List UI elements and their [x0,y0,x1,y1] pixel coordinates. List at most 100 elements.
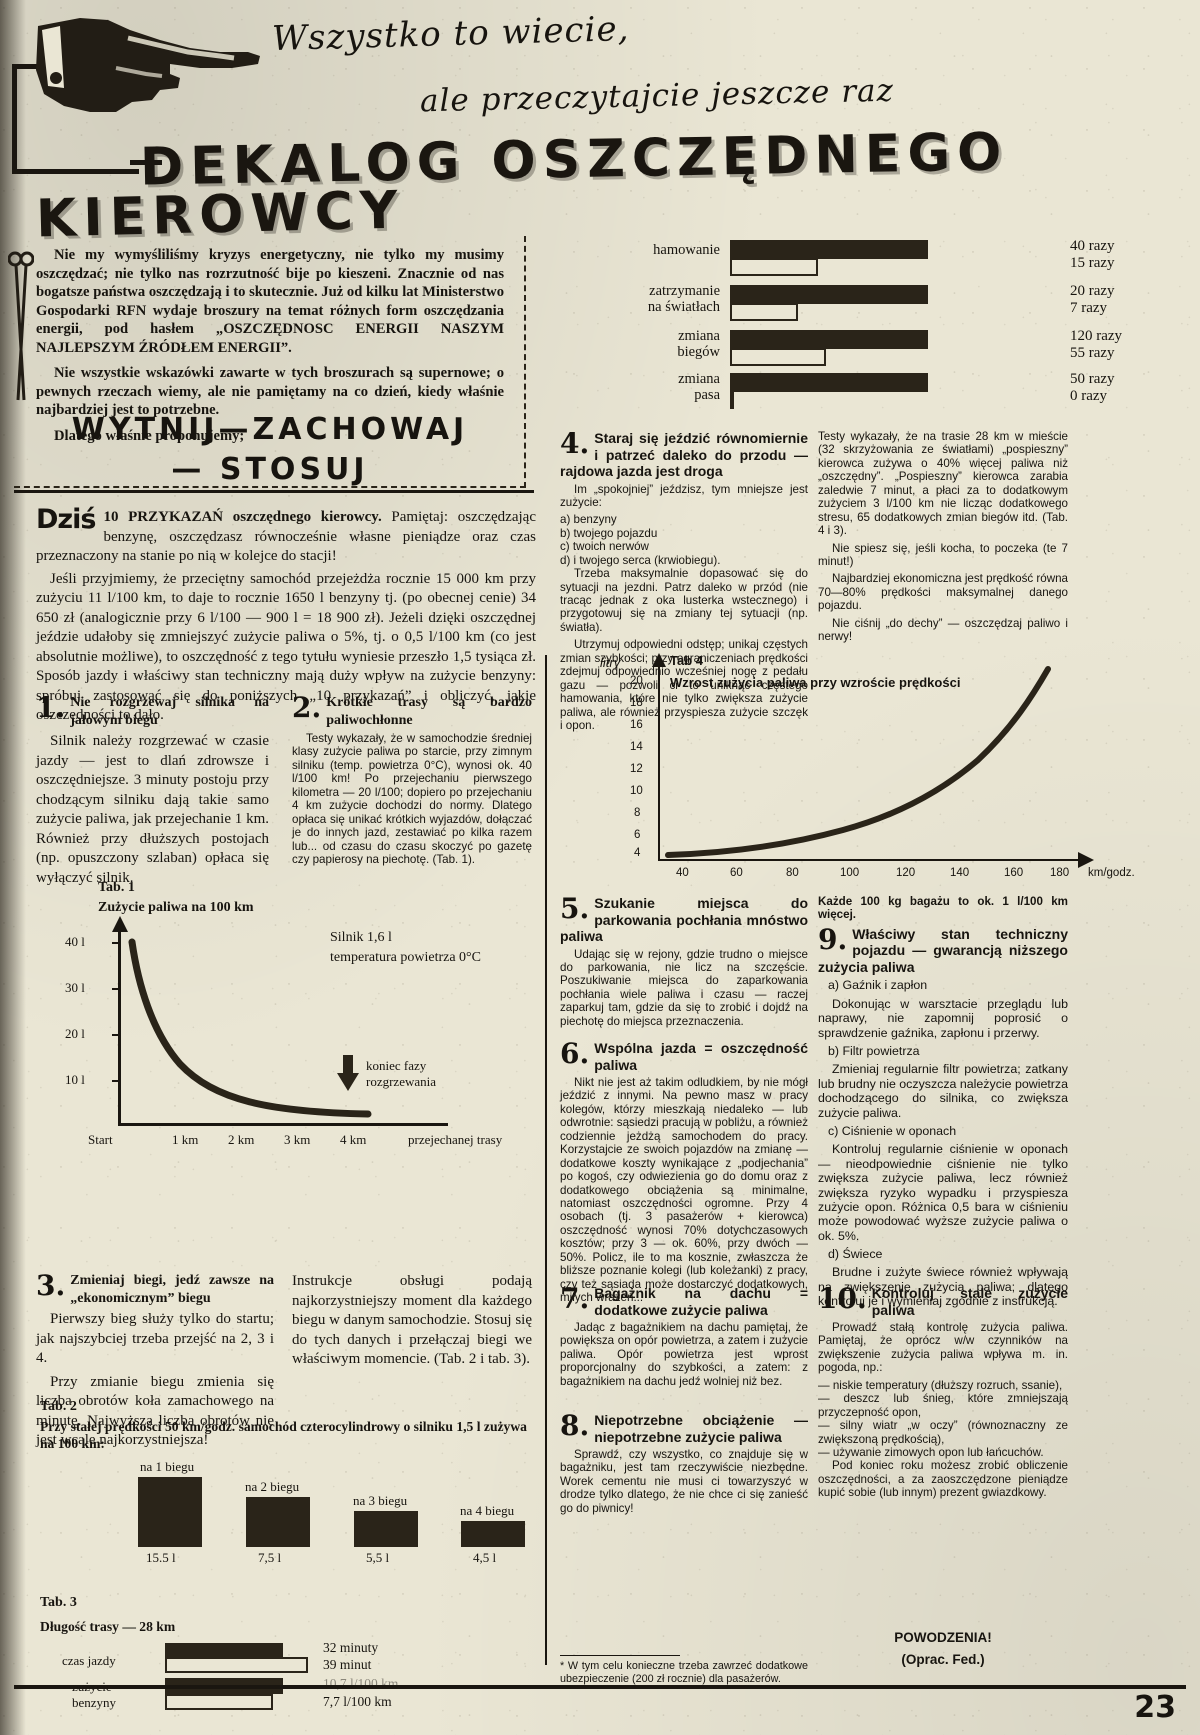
tab4-y-arrow [652,653,666,667]
tab1-y-axis [118,928,121,1125]
bar-outline [730,391,734,409]
commandment-body: Udając się w rejony, gdzie trudno o miej… [560,947,808,1028]
intro-paragraph-2: Nie wszystkie wskazówki zawarte w tych b… [36,365,504,419]
commandment-10-list: — niskie temperatury (dłuższy rozruch, s… [818,1379,1068,1460]
tab2-category-label: na 4 biegu [460,1503,515,1518]
tab4-xtick-label: 80 [786,867,799,879]
tab1-ytick-label: 10 l [65,1072,85,1087]
commandment-4: 4. Staraj się jeździć równomiernie i pat… [560,430,808,736]
commandment-body: Nikt nie jest aż takim odludkiem, by nie… [560,1076,808,1305]
tab4-y-axis [658,665,660,860]
tab2-chart: Tab. 2 Przy stałej prędkości 50 km/godz.… [40,1399,540,1580]
commandment-number: 6. [560,1040,590,1070]
tab1-y-arrow [112,916,128,932]
tab2-value-label: 15.5 l [146,1550,176,1565]
chart-row-values: 50 razy 0 razy [1070,371,1115,405]
tab1-ytick [112,942,121,944]
commandment-title: Bagażnik na dachu = dodatkowe zużycie pa… [594,1285,808,1318]
sub-body-c: Kontroluj regularnie ciśnienie w oponach… [818,1142,1068,1243]
tab1-annotation-temp: temperatura powietrza 0°C [330,950,481,965]
dropcap-dzis: Dziś [36,504,96,535]
tab3-value-label: 32 minuty [323,1640,379,1655]
tab1-xtick-label: 4 km [340,1132,367,1147]
list-item: — silny wiatr „w oczy” (równoznaczny ze … [818,1419,1068,1446]
chart-row-hamowanie: hamowanie 40 razy 15 razy [653,238,1115,278]
tab2-category-label: na 3 biegu [353,1493,408,1508]
commandment-number: 9. [818,925,848,956]
commandment-7: 7. Bagażnik na dachu = dodatkowe zużycie… [560,1285,808,1392]
chart-row-label: zatrzymanie na światłach [647,283,720,316]
commandment-title: Niepotrzebne obciążenie — niepotrzebne z… [594,1412,808,1445]
commandment-6: 6. Wspólna jazda = oszczędność paliwa Ni… [560,1040,808,1308]
tab1-annotation-engine: Silnik 1,6 l [330,930,392,945]
chart-row-values: 20 razy 7 razy [1070,283,1115,317]
sub-heading-b: b) Filtr powietrza [828,1043,920,1058]
list-item: a) benzyny [560,513,617,527]
tab4-ytick-label: 16 [630,719,643,731]
bar-outline [730,303,798,321]
tab1-subtitle: Zużycie paliwa na 100 km [98,900,254,915]
tab4-ytick-label: 10 [630,785,643,797]
commandment-4-list: a) benzyny b) twojego pojazdu c) twoich … [560,513,808,567]
tab1-ytick [112,988,121,990]
tab3-value-label: 7,7 l/100 km [323,1694,392,1709]
tab2-value-label: 5,5 l [366,1550,390,1565]
lead-paragraph: Dziś 10 PRZYKAZAŃ oszczędnego kierowcy. … [36,504,536,730]
commandment-body-2: Przy zmianie biegu zmienia się liczba ob… [36,1373,274,1449]
tab3-bar-outline [165,1657,308,1673]
commandment-number: 10. [818,1285,867,1315]
tab1-x-axis [118,1123,448,1126]
chart-row-label: zmiana biegów [677,328,720,361]
commandment-4-continued: Testy wykazały, że na trasie 28 km w mie… [818,430,1068,648]
tab4-ylabel: litry [600,655,621,670]
tab4-curve [665,666,1051,858]
commandment-3: 3. Zmieniaj biegi, jedź zawsze na „ekono… [36,1272,274,1455]
tab4-ytick-label: 20 [630,675,643,687]
list-item: — używanie zimowych opon lub łańcuchów. [818,1445,1044,1459]
tab2-category-label: na 2 biegu [245,1479,300,1494]
tab4-ytick-label: 12 [630,763,643,775]
list-item: c) twoich nerwów [560,540,649,554]
tab4-xtick-label: 180 [1050,867,1070,879]
scissors-icon [8,251,34,401]
sub-body-d: Brudne i zużyte świece również wpływają … [818,1265,1068,1309]
tab2-bar [354,1511,418,1547]
tab2-bar [461,1521,525,1547]
tab1-xtick-label: 1 km [172,1132,199,1147]
tab1-ytick [112,1080,121,1082]
tab4-xtick-label: 160 [1004,867,1024,879]
tab1-xtick-label: 3 km [284,1132,311,1147]
tab4-xtick-label: 40 [676,867,689,879]
commandment-body-5: Nie spiesz się, jeśli kocha, to poczeka … [818,541,1068,568]
tab4-xtick-label: 60 [730,867,743,879]
tab2-value-label: 7,5 l [258,1550,282,1565]
bottom-rule [14,1685,1186,1689]
chart-row-zatrzymanie: zatrzymanie na światłach 20 razy 7 razy [648,283,1115,323]
sub-heading-a: a) Gaźnik i zapłon [828,978,928,993]
commandment-body: Testy wykazały, że w samochodzie średnie… [292,732,532,866]
tab1-chart: Tab. 1 Zużycie paliwa na 100 km Silnik 1… [60,880,520,1150]
commandment-body-2: Trzeba maksymalnie dopasować się do sytu… [560,567,808,634]
intro-text: Nie my wymyśliliśmy kryzys energetyczny,… [36,246,504,452]
chart-row-zmiana-pasa: zmiana pasa 50 razy 0 razy [678,371,1115,411]
tab4-xlabel: km/godz. [1088,867,1135,879]
tab2-category-label: na 1 biegu [140,1459,195,1474]
tab1-xtick-label: 2 km [228,1132,255,1147]
lead-text-2: Jeśli przyjmiemy, że przeciętny samochód… [36,570,536,724]
tab3-value-label: 10,7 l/100 km [323,1676,399,1691]
commandment-body-7: Nie ciśnij „do dechy” — oszczędzaj paliw… [818,616,1068,644]
lead-bold-start: 10 PRZYKAZAŃ [103,509,224,525]
commandment-8-body-2: Każde 100 kg bagażu to ok. 1 l/100 km wi… [818,895,1068,922]
tab1-annotation-arrow: koniec fazy rozgrzewania [366,1058,437,1089]
tab4-title: Tab 4 [670,653,703,668]
page-number: 23 [1134,1690,1176,1725]
commandment-2: 2. Krótkie trasy są bardzo paliwochłonne… [292,694,532,870]
commandment-number: 1. [36,694,66,724]
script-headline-line1: Wszystko to wiecie, [271,9,630,59]
commandment-body: Im „spokojniej” jeździsz, tym mniejsze j… [560,482,808,509]
tab4-ytick-label: 18 [630,697,643,709]
commandment-body-2: Pod koniec roku możesz zrobić obliczenie… [818,1459,1068,1500]
commandment-number: 3. [36,1272,66,1302]
signoff-line2: (Oprac. Fed.) [901,1652,985,1667]
